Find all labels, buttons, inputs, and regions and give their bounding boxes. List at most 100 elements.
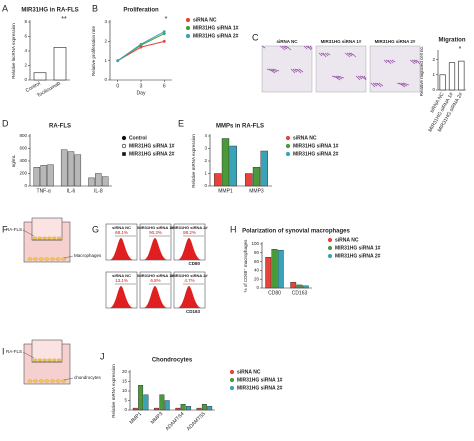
legend-marker	[327, 237, 333, 243]
legend-marker	[185, 17, 191, 23]
annotation: *	[459, 46, 462, 53]
diagram-label: RA-FLS	[6, 349, 22, 354]
legend-marker	[327, 253, 333, 259]
cell	[279, 45, 286, 51]
cell	[52, 236, 57, 240]
y-tick-label: 8	[24, 19, 27, 24]
cell	[335, 75, 343, 80]
bar	[33, 167, 41, 187]
pointer	[22, 351, 35, 359]
legend-label: MIR31HG siRNA 1#	[237, 377, 283, 383]
bar	[277, 249, 284, 289]
cell	[387, 59, 392, 65]
x-tick-label: 0	[116, 83, 119, 89]
cell	[363, 75, 367, 80]
y-axis-label: % of CD68⁺ macrophages	[243, 239, 248, 292]
panel-letter: C	[252, 32, 259, 42]
y-axis-label: Relative mRNA expression	[111, 364, 116, 418]
insert	[31, 217, 63, 241]
cell	[326, 52, 331, 56]
y-tick-label: 2	[432, 57, 435, 62]
histogram	[178, 238, 201, 260]
legend-marker	[229, 377, 235, 383]
flow-percent: 4.7%	[184, 278, 194, 283]
cell	[55, 257, 61, 261]
y-tick-label: 200	[19, 171, 27, 176]
cell	[400, 82, 408, 87]
cell	[27, 257, 33, 261]
legend-marker	[122, 152, 126, 156]
flow-percent: 88.2%	[183, 230, 196, 235]
bar	[88, 177, 95, 187]
bar	[67, 151, 75, 187]
legend-label: MIR31HG siRNA 2#	[335, 253, 381, 259]
legend-marker	[327, 245, 333, 251]
histogram	[110, 286, 133, 308]
histogram	[178, 286, 201, 308]
bar	[159, 394, 165, 411]
bar	[214, 173, 222, 187]
cell	[47, 236, 52, 240]
cell	[261, 45, 266, 49]
y-tick-label: 80	[254, 250, 260, 255]
legend-label: MIR31HG siRNA 1#	[335, 245, 381, 251]
flow-axis-label: CD163	[186, 309, 201, 314]
flow-label: MIR31HG siRNA 2#	[171, 225, 208, 230]
cell	[44, 379, 50, 383]
cell	[50, 257, 55, 261]
cell	[389, 59, 394, 64]
legend-marker	[229, 385, 235, 391]
cell	[56, 358, 62, 362]
cell	[292, 68, 298, 73]
cell	[378, 82, 384, 87]
bar	[74, 154, 82, 187]
bar	[60, 149, 68, 187]
annotation: **	[61, 16, 67, 23]
bar	[101, 176, 109, 187]
cell	[37, 236, 42, 240]
y-tick-label: 4	[204, 133, 207, 138]
bar	[290, 282, 297, 289]
cell	[266, 68, 274, 72]
y-tick-label: 6	[24, 34, 27, 39]
micrograph	[261, 45, 313, 93]
cell	[309, 45, 313, 50]
cell	[370, 82, 376, 88]
bar	[53, 47, 67, 81]
legend-label: MIR31HG siRNA 1#	[293, 143, 339, 149]
chart-title: RA-FLS	[49, 124, 71, 130]
y-tick-label: 0	[432, 87, 435, 92]
flow-percent: 13.1%	[115, 278, 128, 283]
bar	[132, 407, 138, 411]
cell	[52, 358, 57, 362]
legend-marker	[285, 143, 291, 149]
legend-marker	[285, 135, 291, 141]
point	[139, 42, 143, 46]
bar	[164, 400, 170, 411]
pointer	[22, 229, 35, 237]
cell	[290, 68, 296, 74]
cell	[383, 59, 388, 64]
x-tick-label: MMP3	[249, 188, 264, 194]
cell	[331, 75, 339, 79]
cell	[357, 75, 363, 80]
y-tick-label: 15	[122, 379, 128, 384]
annotation: *	[165, 16, 168, 23]
x-tick-label: IL-8	[94, 188, 103, 194]
legend-marker	[121, 143, 127, 149]
y-tick-label: 2	[104, 39, 107, 44]
cell	[385, 59, 390, 63]
point	[139, 45, 143, 49]
chart-title: Chondrocytes	[152, 358, 193, 364]
flow-axis-label: CD80	[188, 261, 200, 266]
y-tick-label: 100	[251, 241, 259, 246]
panel-letter: H	[230, 224, 237, 234]
cell	[38, 257, 44, 261]
cell	[359, 75, 365, 79]
bar	[40, 165, 47, 187]
legend-label: siRNA NC	[293, 135, 317, 141]
y-tick-label: 0	[24, 183, 27, 188]
bar	[245, 173, 253, 187]
flow-percent: 90.3%	[149, 230, 162, 235]
